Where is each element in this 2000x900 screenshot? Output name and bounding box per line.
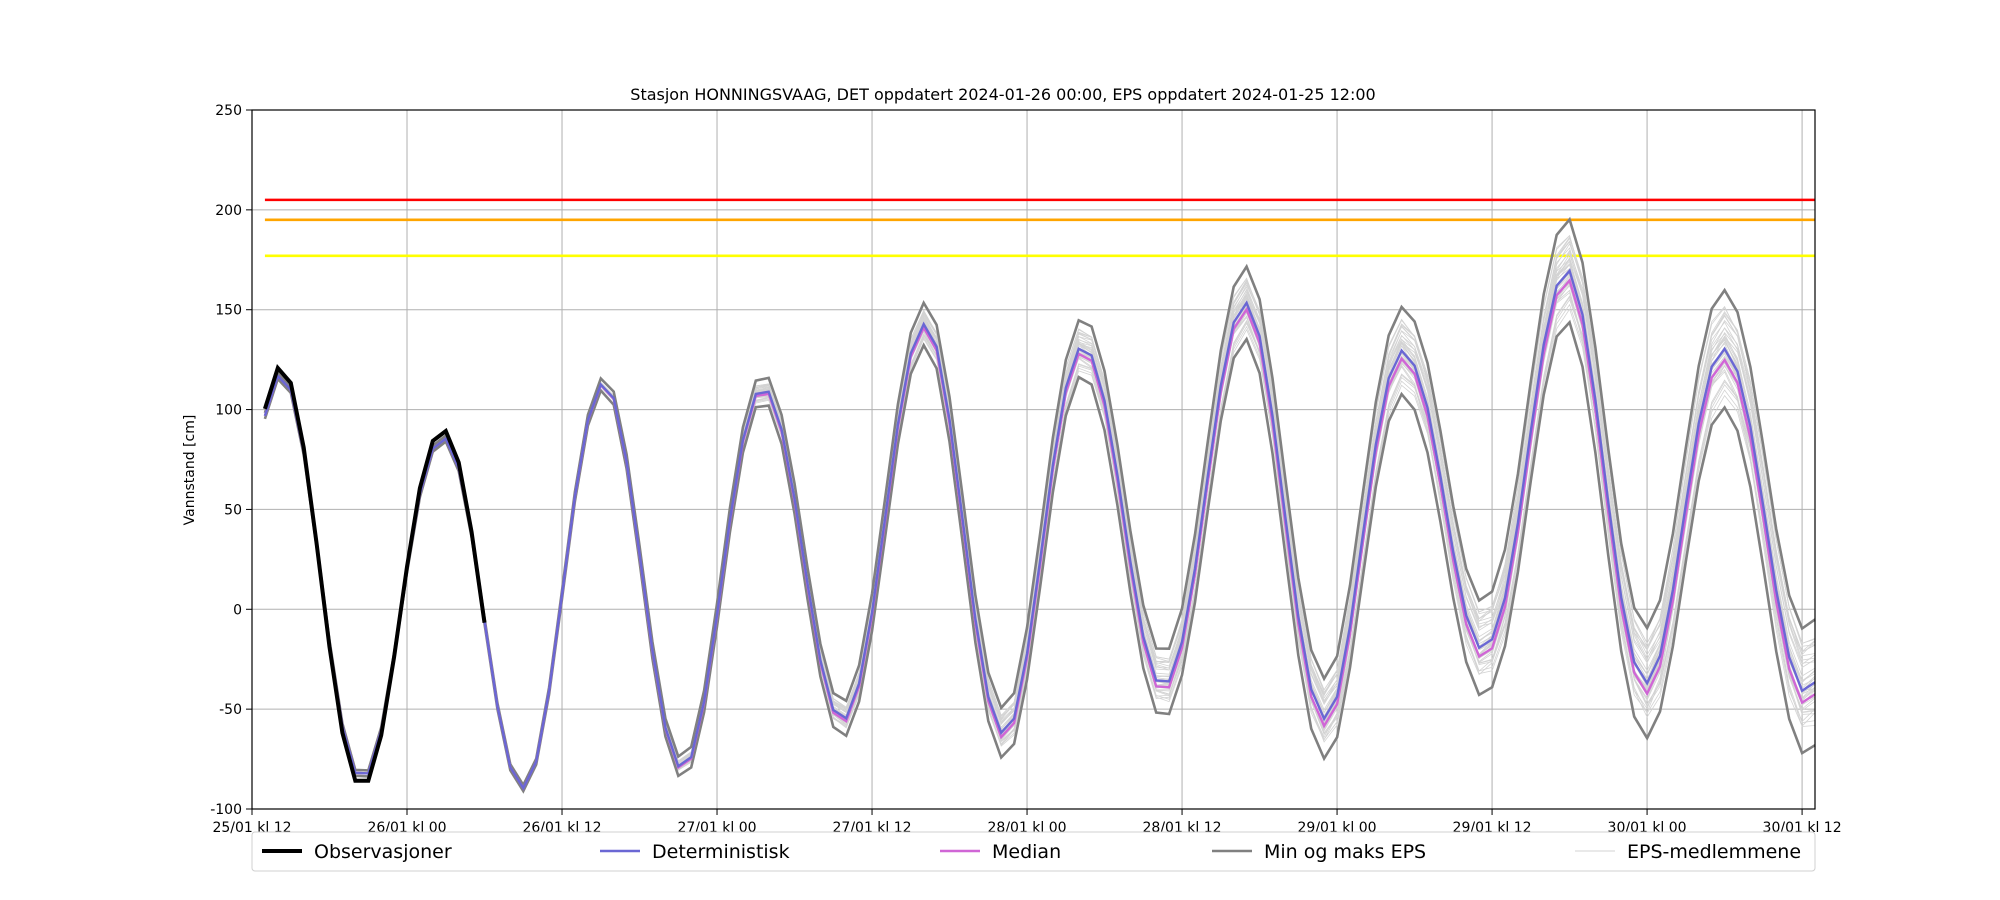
y-ticks: 250 200 150 100 50 0 -50 -100 bbox=[210, 103, 252, 818]
legend-entry-label: Median bbox=[992, 841, 1061, 863]
grid bbox=[251, 109, 1815, 810]
legend-entry-label: Min og maks EPS bbox=[1264, 841, 1426, 863]
observations-line bbox=[262, 364, 487, 783]
deterministic-line bbox=[263, 268, 1816, 791]
legend-entry-label: EPS-medlemmene bbox=[1627, 841, 1801, 863]
legend-entry-label: Deterministisk bbox=[652, 841, 790, 863]
y-tick-label: -100 bbox=[210, 802, 242, 818]
y-tick-label: 250 bbox=[215, 103, 242, 119]
eps-min-line bbox=[263, 319, 1816, 794]
y-tick-label: -50 bbox=[219, 702, 242, 718]
legend-frame bbox=[251, 831, 1816, 872]
threshold-lines bbox=[264, 198, 1815, 258]
plot-frame bbox=[251, 109, 1816, 810]
y-axis-label: Vannstand [cm] bbox=[182, 415, 198, 526]
y-tick-label: 200 bbox=[215, 203, 242, 219]
y-tick-label: 100 bbox=[215, 403, 242, 419]
eps-max-line bbox=[263, 216, 1816, 788]
legend: Observasjoner Deterministisk Median Min og … bbox=[251, 831, 1816, 872]
y-tick-label: 0 bbox=[233, 602, 242, 618]
y-tick-label: 150 bbox=[215, 303, 242, 319]
legend-entry-label: Observasjoner bbox=[314, 841, 452, 863]
chart-title: Stasjon HONNINGSVAAG, DET oppdatert 2024… bbox=[630, 85, 1375, 104]
series-lines bbox=[262, 216, 1816, 794]
y-tick-label: 50 bbox=[224, 502, 242, 518]
